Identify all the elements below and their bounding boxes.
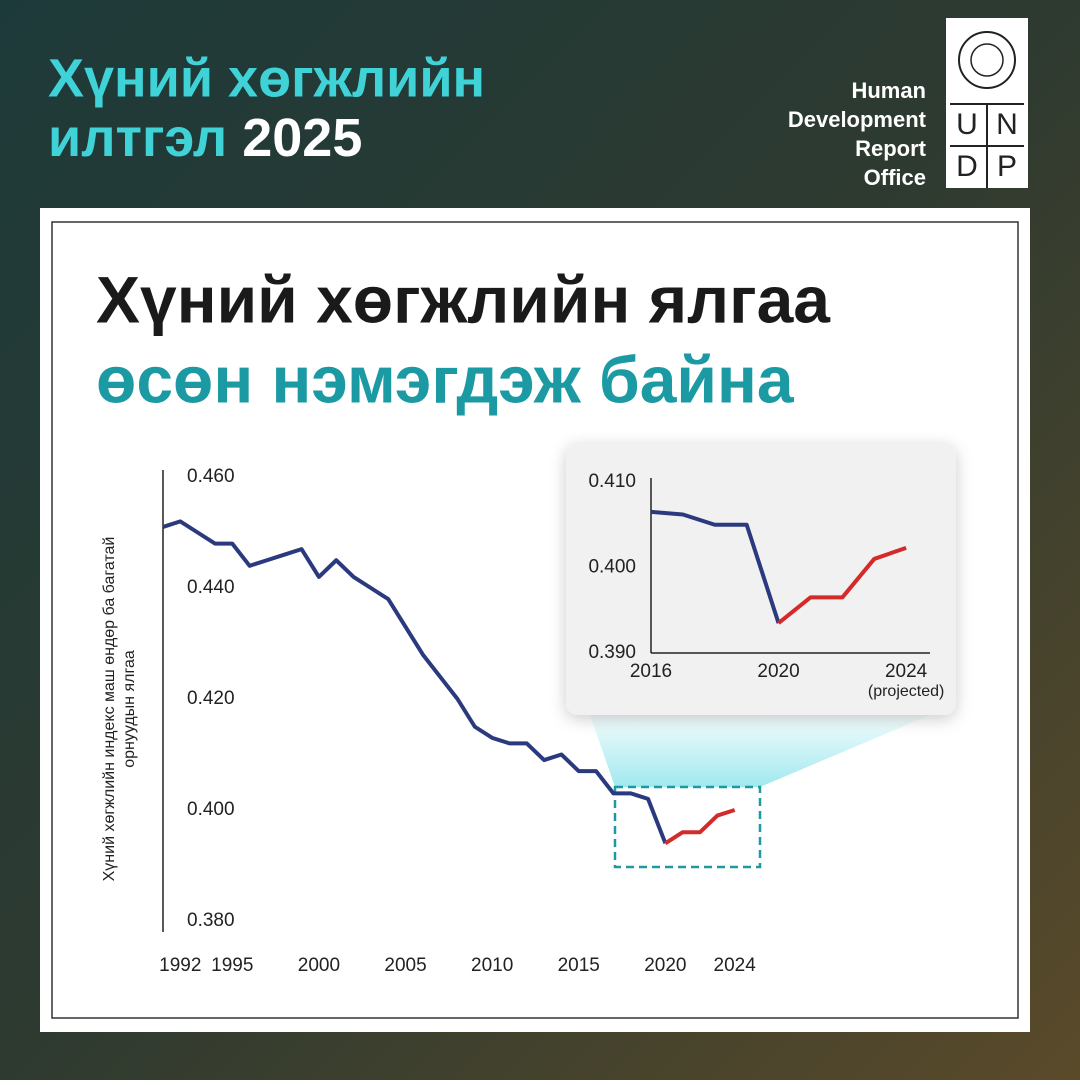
line-series xyxy=(664,808,736,845)
x-tick-label: 2015 xyxy=(558,955,600,976)
line-series xyxy=(650,509,781,624)
svg-text:Development: Development xyxy=(788,107,927,132)
y-tick-label: 0.440 xyxy=(187,577,235,598)
y-axis-label-line: Хүний хөгжлийн индекс маш өндөр ба багат… xyxy=(101,537,118,882)
x-tick-note: (projected) xyxy=(868,683,944,700)
header-title: Хүний хөгжлийн xyxy=(48,48,485,108)
line-series xyxy=(162,519,668,845)
svg-text:D: D xyxy=(956,150,978,183)
card-border xyxy=(51,221,1019,1019)
office-name: Human Development Report Office xyxy=(788,78,927,190)
undp-logo: U N D P xyxy=(946,18,1028,188)
x-tick-label: 2016 xyxy=(630,661,672,682)
x-tick-label: 2024 xyxy=(885,661,928,682)
zoom-beam xyxy=(590,715,930,787)
svg-text:Human: Human xyxy=(851,78,926,103)
x-tick-label: 1995 xyxy=(211,955,253,976)
x-tick-label: 2005 xyxy=(384,955,426,976)
card-subtitle: өсөн нэмэгдэж байна xyxy=(96,342,795,416)
svg-text:Office: Office xyxy=(864,165,926,190)
svg-text:U: U xyxy=(956,108,978,141)
card-title: Хүний хөгжлийн ялгаа xyxy=(96,262,831,336)
y-tick-label: 0.400 xyxy=(588,557,636,578)
y-tick-label: 0.390 xyxy=(588,642,636,663)
line-series xyxy=(777,545,907,625)
y-tick-label: 0.410 xyxy=(588,471,636,492)
x-tick-label: 2024 xyxy=(714,955,757,976)
x-tick-label: 1992 xyxy=(159,955,201,976)
y-tick-label: 0.420 xyxy=(187,688,235,709)
y-tick-label: 0.380 xyxy=(187,910,235,931)
y-tick-label: 0.400 xyxy=(187,799,235,820)
y-axis-label: Хүний хөгжлийн индекс маш өндөр ба багат… xyxy=(101,537,138,882)
header-title: илтгэл 2025 xyxy=(48,108,362,168)
svg-text:N: N xyxy=(996,108,1018,141)
svg-text:Report: Report xyxy=(855,136,927,161)
svg-text:P: P xyxy=(997,150,1017,183)
zoom-box xyxy=(613,785,762,869)
x-tick-label: 2020 xyxy=(757,661,799,682)
y-tick-label: 0.460 xyxy=(187,466,235,487)
x-tick-label: 2020 xyxy=(644,955,686,976)
y-axis-label-line: орнуудын ялгаа xyxy=(121,650,138,768)
x-tick-label: 2000 xyxy=(298,955,340,976)
x-tick-label: 2010 xyxy=(471,955,513,976)
